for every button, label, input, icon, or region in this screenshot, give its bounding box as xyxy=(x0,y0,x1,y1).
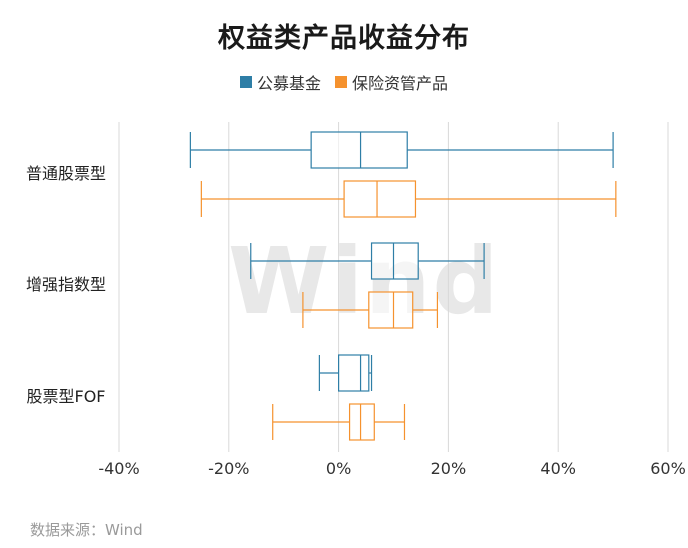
category-label-0: 普通股票型 xyxy=(26,164,106,183)
x-tick-label-3: 20% xyxy=(431,459,467,478)
x-tick-label-0: -40% xyxy=(98,459,139,478)
legend-item-insurance-product[interactable]: 保险资管产品 xyxy=(335,70,448,94)
legend-label-insurance-product: 保险资管产品 xyxy=(352,74,449,93)
legend-item-public-fund[interactable]: 公募基金 xyxy=(239,70,321,94)
box-s0-c0-iqr xyxy=(310,131,408,169)
chart-title: 权益类产品收益分布 xyxy=(218,23,470,54)
box-s1-c2-iqr xyxy=(348,403,375,441)
x-tick-label-1: -20% xyxy=(208,459,249,478)
legend-swatch-public-fund xyxy=(239,76,252,88)
legend-label-public-fund: 公募基金 xyxy=(256,74,321,93)
x-tick-label-2: 0% xyxy=(326,459,351,478)
box-s0-c2-iqr xyxy=(338,354,370,392)
box-s1-c0-iqr xyxy=(343,180,417,218)
x-tick-label-4: 40% xyxy=(540,459,576,478)
category-label-2: 股票型FOF xyxy=(26,387,105,406)
box-s1-c1-iqr xyxy=(368,291,414,329)
legend: 公募基金 保险资管产品 xyxy=(0,70,688,94)
source-note: 数据来源：Wind xyxy=(30,521,143,539)
watermark: Wind xyxy=(228,228,501,335)
x-tick-label-5: 60% xyxy=(650,459,686,478)
category-label-1: 增强指数型 xyxy=(26,275,106,294)
box-s0-c1-iqr xyxy=(370,242,419,280)
legend-swatch-insurance-product xyxy=(335,76,347,88)
